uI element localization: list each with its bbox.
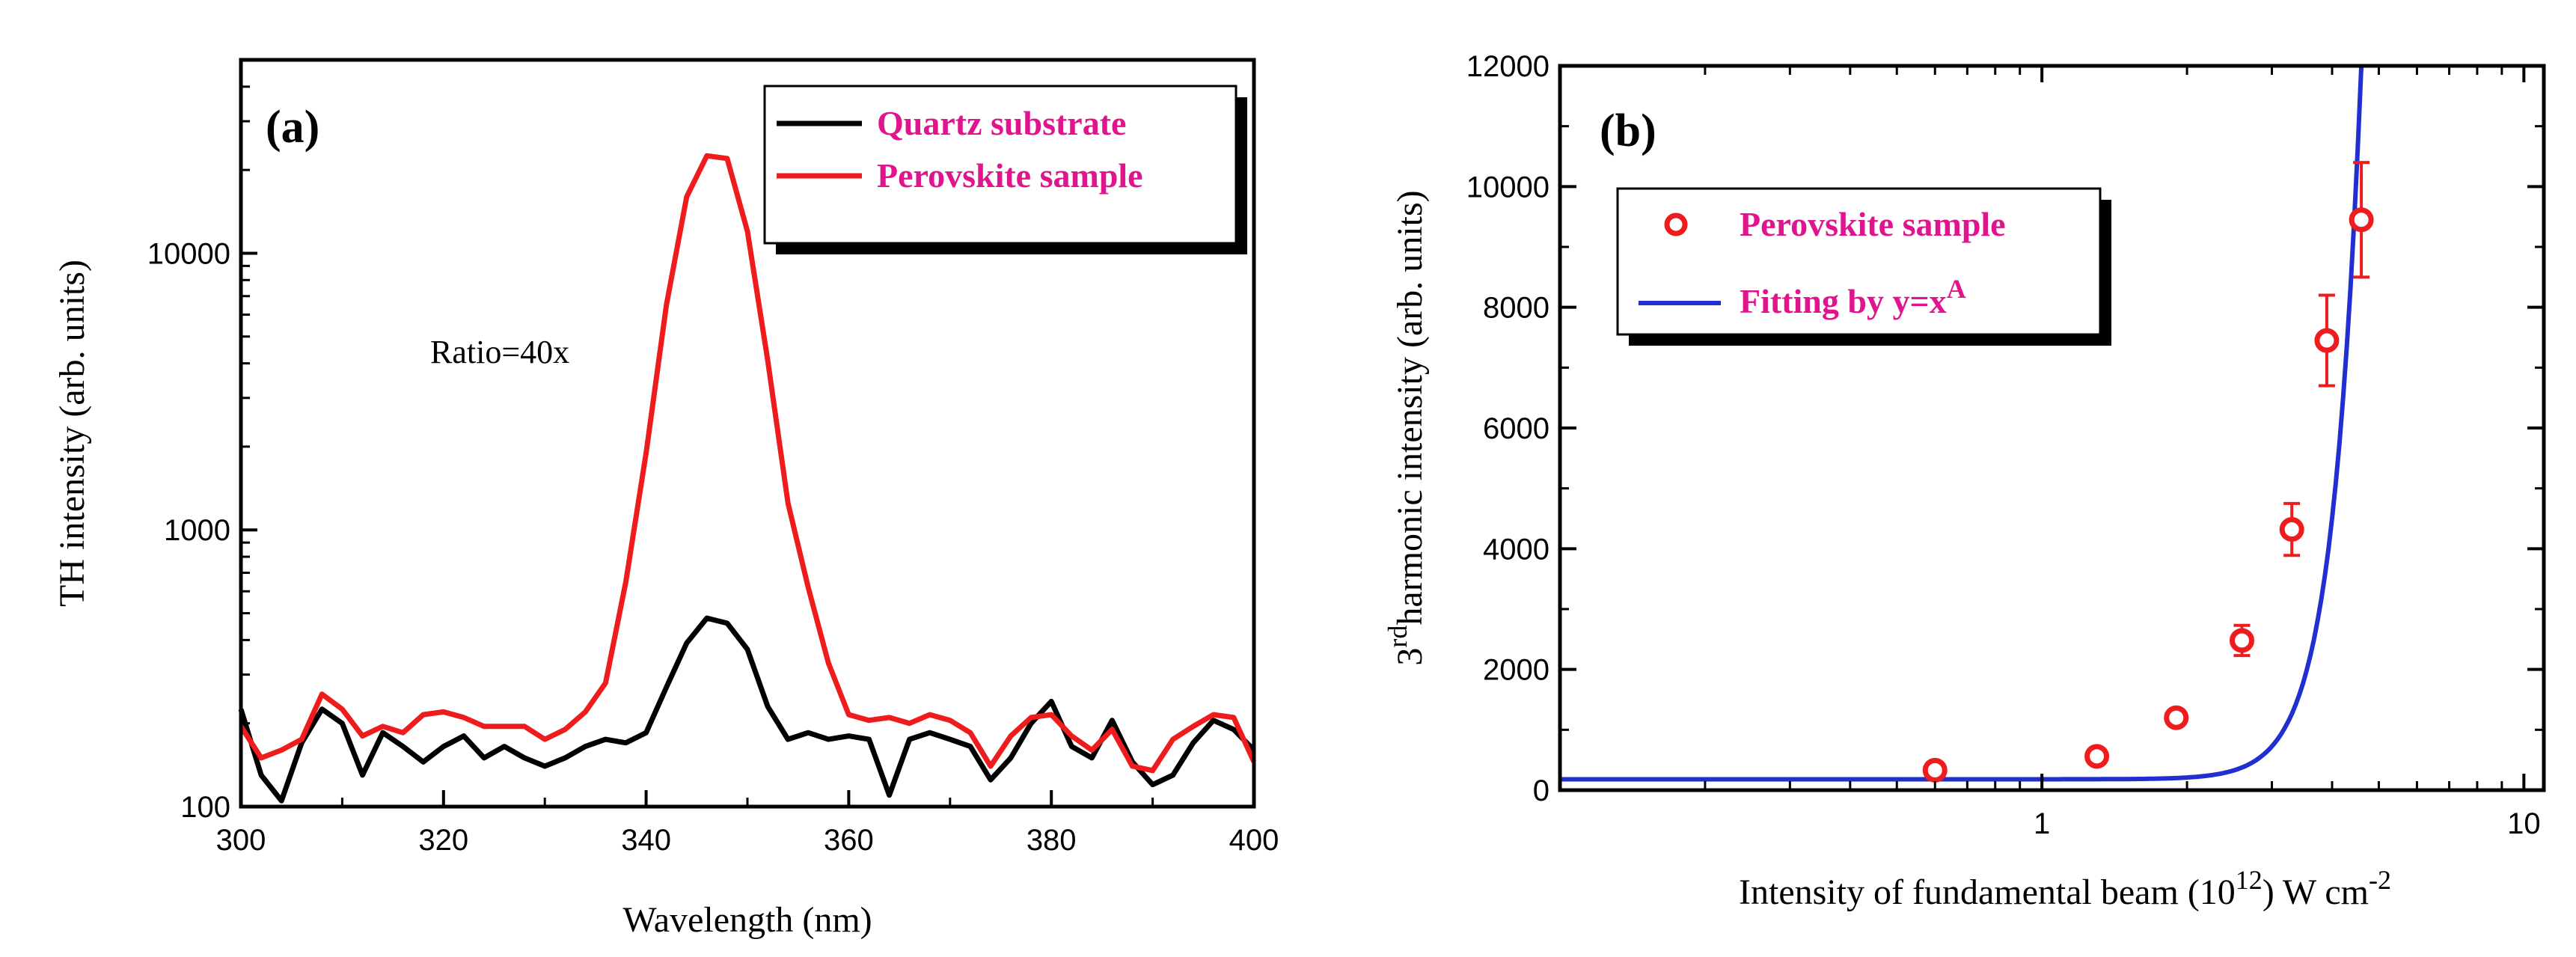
panel-a-y-tick-label: 100 [180, 791, 230, 824]
panel-a-x-tick-label: 320 [418, 824, 468, 857]
panel-a-annotation: Ratio=40x [430, 334, 569, 370]
panel-a-y-axis-title: TH intensity (arb. units) [52, 260, 92, 607]
panel-b-y-axis-title: 3rdharmonic intensity (arb. units) [1383, 190, 1430, 665]
panel-a-y-tick-label: 1000 [164, 514, 230, 547]
panel-a-legend-label-perovskite: Perovskite sample [877, 156, 1143, 195]
panel-a-x-tick-label: 340 [621, 824, 671, 857]
panel-b-y-tick-label: 2000 [1483, 654, 1549, 687]
panel-a-series-line-0 [238, 615, 1256, 804]
panel-b-legend: Perovskite sample Fitting by y=xA [1616, 187, 2111, 346]
panel-a-y-tick-label: 10000 [147, 237, 230, 270]
panel-b-legend-fit-text: Fitting by y=x [1740, 282, 1947, 320]
panel-b-data-point [2084, 744, 2110, 769]
panel-a-legend-box [763, 85, 1237, 245]
panel-b-x-title-sup1: 12 [2236, 865, 2263, 895]
panel-a-x-axis-title: Wavelength (nm) [622, 900, 872, 940]
panel-b-y-title-sup: rd [1383, 626, 1413, 648]
panel-b-x-title-part2: ) W cm [2263, 872, 2369, 912]
panel-b-legend-marker-perovskite [1664, 213, 1688, 236]
panel-b: 0 2000 4000 6000 8000 10000 12000 1 10 (b) Pero… [1383, 50, 2546, 912]
panel-b-y-tick-label: 8000 [1483, 292, 1549, 325]
panel-a-legend-label-quartz: Quartz substrate [877, 104, 1126, 142]
panel-b-y-tick-label: 4000 [1483, 533, 1549, 566]
panel-b-data-point [2229, 628, 2254, 653]
panel-b-y-title-number: 3 [1390, 648, 1430, 666]
panel-b-y-tick-label: 12000 [1466, 50, 1549, 83]
panel-a-legend: Quartz substrate Perovskite sample [763, 85, 1247, 254]
panel-b-y-tick-label: 0 [1533, 774, 1549, 807]
panel-a-series-line-1 [239, 153, 1257, 774]
panel-b-data-point [1922, 757, 1948, 783]
panel-b-x-title-sup2: -2 [2369, 865, 2391, 895]
panel-a-plot-content [238, 153, 1257, 804]
panel-b-x-tick-label: 10 [2507, 807, 2541, 840]
panel-a: 100 1000 10000 300 320 340 360 380 400 (a) Rati… [52, 58, 1279, 940]
panel-a-x-tick-label: 400 [1229, 824, 1279, 857]
panel-b-fit-line [1560, 65, 2364, 782]
panel-b-x-tick-label: 1 [2034, 807, 2050, 840]
panel-a-x-tick-label: 380 [1027, 824, 1077, 857]
panel-b-data-point [2164, 705, 2189, 730]
panel-b-y-title-text: harmonic intensity (arb. units) [1390, 190, 1430, 625]
panel-b-label: (b) [1600, 106, 1656, 156]
panel-b-x-ticks: 1 10 [1704, 66, 2541, 840]
panel-a-x-tick-label: 300 [216, 824, 266, 857]
panel-b-plot-frame [1558, 64, 2546, 792]
panel-a-x-ticks: 300 320 340 360 380 400 [216, 790, 1279, 857]
panel-b-x-axis-title: Intensity of fundamental beam (1012) W c… [1739, 865, 2391, 912]
panel-b-y-ticks: 0 2000 4000 6000 8000 10000 12000 [1466, 50, 2544, 807]
panel-b-plot-content [1560, 65, 2374, 783]
panel-b-legend-box [1616, 187, 2102, 336]
panel-a-y-ticks: 100 1000 10000 [147, 85, 257, 824]
panel-a-label: (a) [266, 102, 319, 153]
panel-a-x-tick-label: 360 [824, 824, 874, 857]
panel-a-plot-frame [239, 58, 1256, 809]
panel-b-y-tick-label: 6000 [1483, 412, 1549, 445]
panel-b-legend-label-perovskite: Perovskite sample [1740, 205, 2006, 243]
panel-b-data-point [2314, 328, 2340, 353]
panel-b-x-title-part1: Intensity of fundamental beam (10 [1739, 872, 2236, 912]
panel-b-legend-label-fit: Fitting by y=xA [1740, 274, 1966, 320]
panel-b-data-point [2279, 517, 2304, 542]
panel-b-y-tick-label: 10000 [1466, 171, 1549, 204]
panel-b-legend-fit-superscript: A [1947, 274, 1966, 304]
panel-b-data-point [2349, 207, 2374, 233]
